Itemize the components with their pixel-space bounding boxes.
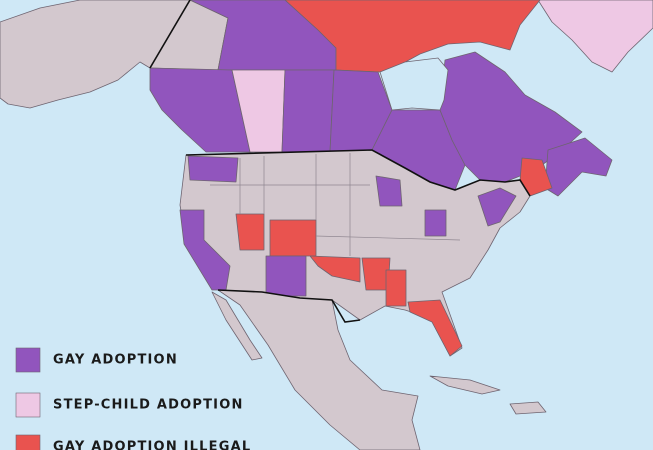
us-mexico-border [217, 289, 361, 323]
legend-label: GAY ADOPTION [53, 353, 178, 368]
mississippi [385, 269, 407, 307]
us-canada-border [185, 149, 531, 197]
state-line [315, 235, 461, 241]
california [179, 209, 231, 291]
cuba [429, 375, 501, 395]
florida [407, 299, 463, 357]
wisconsin [375, 175, 403, 207]
new-mexico [265, 255, 307, 297]
colorado [269, 219, 317, 257]
legend-swatch [15, 434, 41, 450]
legend-label: STEP-CHILD ADOPTION [53, 398, 244, 413]
washington [187, 155, 239, 183]
nunavut [284, 0, 541, 73]
legend-swatch [15, 347, 41, 373]
saskatchewan [281, 69, 335, 153]
legend-swatch [15, 392, 41, 418]
quebec [439, 51, 583, 183]
utah [235, 213, 265, 251]
legend-label: GAY ADOPTION ILLEGAL [53, 440, 251, 450]
alaska [0, 0, 191, 109]
alaska-border [149, 0, 191, 69]
oklahoma [309, 255, 361, 283]
new-brunswick [519, 157, 553, 197]
hispaniola [509, 401, 547, 415]
ohio [424, 209, 447, 237]
legend: GAY ADOPTION STEP-CHILD ADOPTION GAY ADOPT… [15, 347, 251, 450]
greenland [537, 0, 653, 73]
baja [211, 291, 263, 361]
northeast-states [477, 187, 517, 227]
hudson-bay [379, 57, 449, 111]
